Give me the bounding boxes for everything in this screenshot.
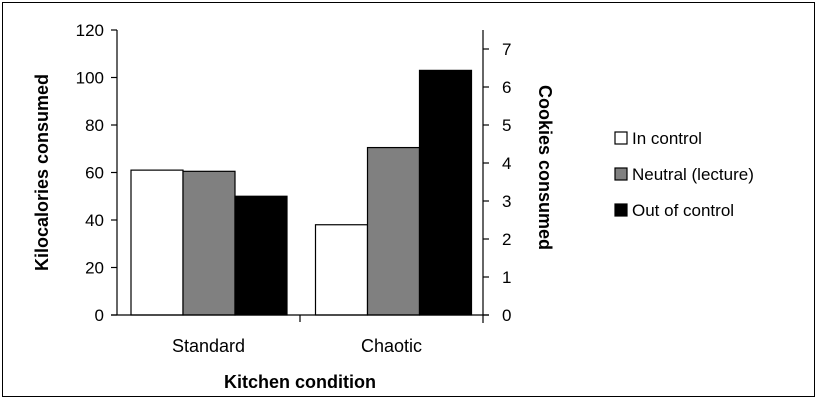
right-tick-label: 1 — [502, 268, 511, 287]
y2-axis-title: Cookies consumed — [535, 85, 555, 250]
right-tick-label: 5 — [502, 116, 511, 135]
right-tick-label: 7 — [502, 40, 511, 59]
legend-swatch — [614, 203, 628, 217]
bar-out-of-control-standard — [234, 195, 288, 316]
category-labels-group: Standard Chaotic — [172, 336, 422, 356]
left-tick-label: 20 — [85, 259, 104, 278]
left-ticks-group: 0 20 40 60 80 100 120 — [76, 21, 117, 325]
legend-swatch — [614, 131, 628, 145]
right-tick-label: 3 — [502, 192, 511, 211]
right-tick-label: 4 — [502, 154, 511, 173]
y-axis-title: Kilocalories consumed — [32, 74, 52, 271]
left-tick-label: 0 — [95, 306, 104, 325]
legend-label: Neutral (lecture) — [632, 165, 754, 184]
left-tick-label: 80 — [85, 116, 104, 135]
legend: In control Neutral (lecture) Out of contro… — [614, 129, 754, 220]
right-tick-label: 0 — [502, 306, 511, 325]
right-ticks-group: 0 1 2 3 4 5 6 7 — [483, 40, 511, 325]
legend-label: Out of control — [632, 201, 734, 220]
left-tick-label: 60 — [85, 164, 104, 183]
bar-in-control-standard — [130, 169, 184, 316]
bar-neutral-lecture-chaotic — [366, 146, 421, 316]
bars-group — [130, 69, 473, 316]
bar-out-of-control-chaotic — [418, 69, 473, 316]
left-tick-label: 100 — [76, 69, 104, 88]
right-tick-label: 6 — [502, 78, 511, 97]
left-tick-label: 40 — [85, 211, 104, 230]
x-axis-title: Kitchen condition — [224, 372, 376, 392]
legend-label: In control — [632, 129, 702, 148]
bar-in-control-chaotic — [314, 224, 369, 316]
right-tick-label: 2 — [502, 230, 511, 249]
category-label: Standard — [172, 336, 245, 356]
left-tick-label: 120 — [76, 21, 104, 40]
bar-neutral-lecture-standard — [182, 170, 236, 316]
legend-swatch — [614, 167, 628, 181]
category-label: Chaotic — [361, 336, 422, 356]
